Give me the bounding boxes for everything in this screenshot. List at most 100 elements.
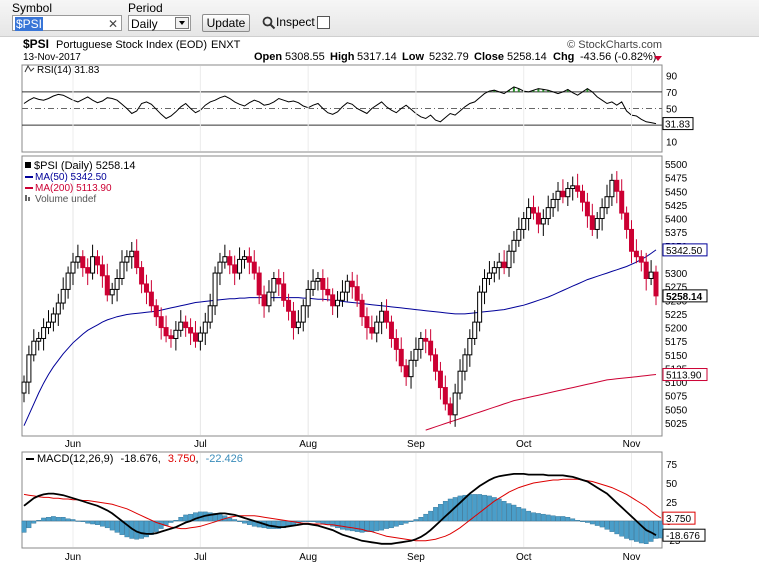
price-tick-label: 5200	[665, 324, 688, 335]
period-label: Period	[128, 1, 163, 15]
candle	[104, 263, 110, 302]
candle-body	[540, 218, 546, 225]
candle-body	[70, 261, 76, 274]
candle	[413, 337, 419, 367]
candle	[315, 271, 321, 291]
macd-histogram-bar	[379, 520, 385, 531]
candle	[580, 184, 586, 212]
chevron-down-icon[interactable]	[175, 17, 189, 29]
close-last-value-box	[662, 289, 708, 303]
candle-body	[428, 340, 434, 356]
candle	[65, 266, 71, 299]
period-select[interactable]: Daily	[128, 15, 191, 31]
candle	[624, 206, 630, 239]
candle-body	[45, 321, 51, 329]
candle	[486, 261, 492, 286]
macd-histogram-bar	[246, 520, 252, 525]
ma200-last-value: 5113.90	[666, 371, 702, 382]
candle	[388, 315, 394, 348]
macd-histogram-bar	[139, 520, 144, 539]
legend-ma50-text: MA(50) 5342.50	[35, 172, 107, 183]
candle	[374, 315, 380, 343]
candle	[516, 217, 522, 247]
macd-histogram-bar	[359, 520, 365, 533]
macd-histogram-bar	[511, 504, 517, 522]
candle	[403, 359, 409, 386]
macd-histogram-bar	[599, 520, 605, 528]
price-tick-label: 5400	[665, 215, 688, 226]
macd-histogram-bar	[173, 520, 179, 522]
signal-last-value: 3.750	[666, 514, 691, 525]
macd-histogram-bar	[75, 520, 81, 522]
candle-body	[207, 305, 213, 323]
candle-body	[496, 261, 502, 269]
macd-histogram-bar	[501, 501, 507, 522]
svg-text:MACD(12,26,9) -18.676,: MACD(12,26,9) -18.676, 3.750, -22.426	[37, 453, 243, 465]
macd-histogram-bar	[369, 520, 375, 532]
candle-body	[364, 316, 370, 329]
macd-histogram-bar	[104, 520, 110, 529]
candle	[207, 293, 213, 329]
candle-body	[482, 278, 488, 293]
macd-histogram-bar	[344, 520, 350, 531]
macd-histogram-bar	[609, 520, 615, 532]
macd-histogram-bar	[472, 494, 478, 522]
candle-body	[599, 207, 605, 220]
candle	[501, 250, 507, 275]
update-button[interactable]: Update	[202, 14, 250, 32]
macd-histogram-bar	[237, 520, 242, 522]
candle	[31, 329, 37, 362]
candle-body	[26, 354, 32, 383]
candle	[36, 331, 42, 351]
candle-body	[384, 310, 390, 323]
rsi-legend: RSI(14) 31.83	[24, 64, 100, 76]
candle	[330, 288, 336, 316]
candle	[178, 310, 184, 337]
candle	[212, 266, 218, 316]
chart-title-symbol: $PSI	[23, 37, 49, 51]
candle	[276, 269, 282, 296]
candle-body	[271, 278, 277, 293]
candle	[482, 269, 488, 305]
ma50-last-value: 5342.50	[666, 246, 703, 257]
macd-histogram-bar	[144, 520, 149, 538]
macd-histogram-bar	[433, 507, 438, 522]
macd-histogram-bar	[585, 520, 590, 523]
macd-histogram-bar	[300, 520, 306, 522]
candle-body	[104, 275, 110, 296]
candle-body	[521, 218, 527, 230]
candle	[75, 244, 81, 269]
symbol-input[interactable]: $PSI ✕	[12, 15, 122, 31]
candle	[540, 209, 546, 236]
macd-histogram-bar	[168, 520, 174, 523]
candle-body	[310, 280, 316, 290]
toolbar: Symbol $PSI ✕ Period Daily Update Inspec…	[0, 0, 759, 37]
candle-body	[183, 321, 189, 329]
candle-body	[388, 321, 394, 339]
macd-histogram-bar	[531, 512, 536, 522]
macd-histogram-bar	[354, 520, 360, 532]
macd-histogram-bar	[403, 520, 409, 524]
candle	[643, 252, 649, 291]
candle	[653, 265, 659, 306]
candle	[555, 181, 561, 212]
candle-body	[300, 305, 306, 323]
candle	[629, 220, 635, 264]
candle	[457, 359, 463, 400]
macd-histogram-bar	[462, 494, 468, 522]
macd-histogram-bar	[193, 512, 198, 522]
candle	[335, 291, 341, 318]
candle	[139, 261, 145, 294]
candle-body	[320, 278, 326, 290]
inspect-checkbox[interactable]	[317, 16, 330, 29]
price-month-label: Nov	[623, 439, 641, 450]
candle-body	[447, 403, 453, 416]
clear-icon[interactable]: ✕	[107, 17, 118, 31]
chart-date: 13-Nov-2017	[23, 52, 81, 63]
macd-histogram-bar	[521, 508, 527, 522]
candle-body	[143, 283, 149, 293]
candle-body	[619, 190, 625, 214]
candle-body	[256, 272, 262, 296]
candle-body	[286, 299, 292, 312]
